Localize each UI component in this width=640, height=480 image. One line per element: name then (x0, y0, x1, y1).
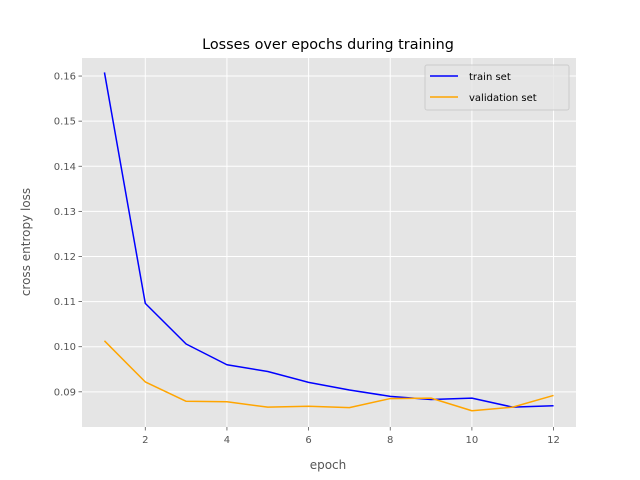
x-axis-ticks: 2 4 6 8 10 12 (142, 427, 560, 446)
series-lines (103, 72, 554, 412)
y-axis-ticks: 0.09 0.10 0.11 0.12 0.13 0.14 0.15 0.16 (54, 72, 82, 398)
legend-label-train: train set (469, 72, 511, 83)
x-tick-label: 2 (142, 435, 148, 446)
x-axis-label: epoch (310, 458, 347, 472)
plot-area (82, 58, 576, 427)
x-tick-label: 4 (224, 435, 230, 446)
y-tick-label: 0.13 (54, 207, 76, 218)
x-tick-label: 8 (387, 435, 393, 446)
gridlines (82, 58, 576, 427)
y-tick-label: 0.14 (54, 162, 76, 173)
x-tick-label: 6 (305, 435, 311, 446)
legend: train set validation set (424, 64, 570, 111)
y-tick-label: 0.16 (54, 72, 76, 83)
series-line-train (103, 72, 554, 408)
x-tick-label: 12 (547, 435, 560, 446)
y-tick-label: 0.11 (54, 297, 76, 308)
legend-box (424, 64, 570, 111)
x-tick-label: 10 (466, 435, 479, 446)
chart-title: Losses over epochs during training (202, 37, 454, 53)
legend-label-validation: validation set (469, 93, 537, 104)
y-tick-label: 0.10 (54, 342, 76, 353)
y-tick-label: 0.09 (54, 387, 76, 398)
y-tick-label: 0.15 (54, 117, 76, 128)
y-axis-label: cross entropy loss (19, 188, 33, 296)
y-tick-label: 0.12 (54, 252, 76, 263)
series-line-validation (103, 340, 554, 412)
